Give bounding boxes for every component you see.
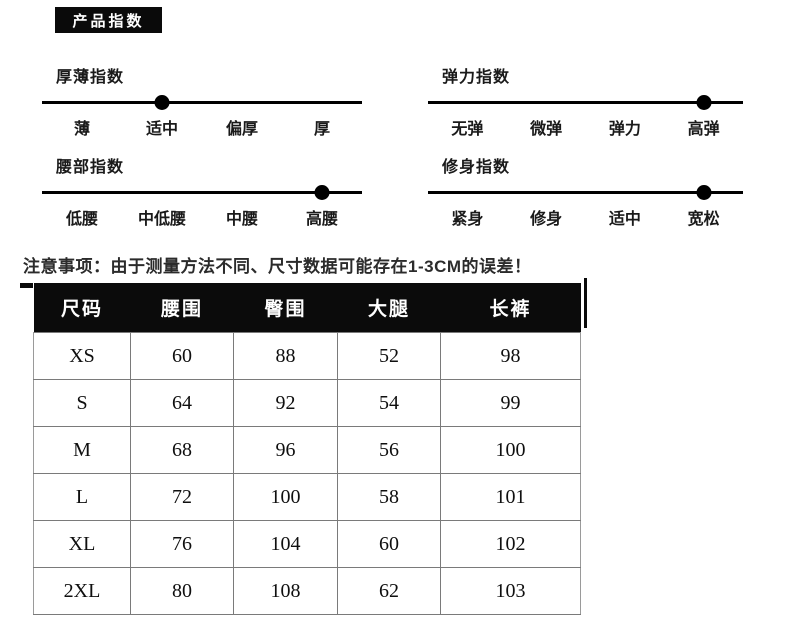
slider-labels: 低腰 中低腰 中腰 高腰 (42, 205, 362, 229)
measurement-cell: 52 (337, 332, 441, 380)
measurement-cell: 96 (233, 426, 338, 474)
table-row: M 68 96 56 100 (33, 426, 581, 474)
slider-label: 适中 (145, 121, 178, 138)
measurement-cell: 108 (233, 567, 338, 615)
table-header-cell: 大腿 (337, 283, 441, 333)
measurement-cell: 100 (440, 426, 581, 474)
slider-labels: 薄 适中 偏厚 厚 (42, 115, 362, 139)
table-row: S 64 92 54 99 (33, 379, 581, 427)
slider-dot (154, 95, 170, 110)
measurement-cell: 72 (130, 473, 234, 521)
table-row: XL 76 104 60 102 (33, 520, 581, 568)
stretch-slider: 弹力指数 无弹 微弹 弹力 高弹 (428, 68, 743, 139)
table-row: 2XL 80 108 62 103 (33, 567, 581, 615)
size-table-body: XS 60 88 52 98 S 64 92 54 99 M 68 96 56 100 L 72 100 58 101… (33, 332, 581, 615)
slider-label: 紧身 (451, 211, 484, 228)
table-row: L 72 100 58 101 (33, 473, 581, 521)
size-label-cell: XL (33, 520, 131, 568)
slider-title: 弹力指数 (442, 69, 511, 86)
slider-dot (696, 95, 712, 110)
measurement-cell: 80 (130, 567, 234, 615)
slider-line (42, 101, 362, 104)
slider-label: 中低腰 (137, 211, 186, 228)
measurement-cell: 64 (130, 379, 234, 427)
slider-labels: 紧身 修身 适中 宽松 (428, 205, 743, 229)
size-table-header: 尺码 腰围 臀围 大腿 长裤 (33, 283, 581, 333)
table-header-cell: 长裤 (440, 283, 581, 333)
size-label-cell: 2XL (33, 567, 131, 615)
slider-label: 宽松 (687, 211, 720, 228)
slider-dot (314, 185, 330, 200)
slider-label: 中腰 (225, 211, 258, 228)
slider-line (42, 191, 362, 194)
slider-label: 无弹 (451, 121, 484, 138)
measurement-cell: 62 (337, 567, 441, 615)
size-table: 尺码 腰围 臀围 大腿 长裤 XS 60 88 52 98 S 64 92 54 99 M 68 96 5… (33, 283, 581, 615)
measurement-cell: 58 (337, 473, 441, 521)
measurement-cell: 92 (233, 379, 338, 427)
slider-track (42, 185, 362, 200)
slider-track (42, 95, 362, 110)
slider-label: 高弹 (687, 121, 720, 138)
table-row: XS 60 88 52 98 (33, 332, 581, 380)
size-table-container: 尺码 腰围 臀围 大腿 长裤 XS 60 88 52 98 S 64 92 54 99 M 68 96 5… (20, 278, 587, 615)
measurement-cell: 60 (337, 520, 441, 568)
measurement-cell: 88 (233, 332, 338, 380)
measurement-cell: 56 (337, 426, 441, 474)
fit-slider: 修身指数 紧身 修身 适中 宽松 (428, 158, 743, 229)
slider-label: 偏厚 (225, 121, 258, 138)
waist-slider: 腰部指数 低腰 中低腰 中腰 高腰 (42, 158, 362, 229)
measurement-cell: 101 (440, 473, 581, 521)
measurement-cell: 54 (337, 379, 441, 427)
slider-dot (696, 185, 712, 200)
size-label-cell: XS (33, 332, 131, 380)
slider-line (428, 101, 743, 104)
table-header-cell: 尺码 (33, 283, 131, 333)
table-header-right-border (584, 278, 587, 328)
measurement-cell: 60 (130, 332, 234, 380)
slider-title: 腰部指数 (56, 159, 125, 176)
measurement-cell: 102 (440, 520, 581, 568)
slider-label: 高腰 (305, 211, 338, 228)
measurement-cell: 99 (440, 379, 581, 427)
slider-label: 适中 (608, 211, 641, 228)
table-header-cell: 臀围 (233, 283, 338, 333)
slider-label: 弹力 (608, 121, 641, 138)
product-index-badge: 产品指数 (55, 7, 162, 33)
size-label-cell: S (33, 379, 131, 427)
slider-labels: 无弹 微弹 弹力 高弹 (428, 115, 743, 139)
slider-track (428, 95, 743, 110)
measurement-cell: 68 (130, 426, 234, 474)
thickness-slider: 厚薄指数 薄 适中 偏厚 厚 (42, 68, 362, 139)
measurement-cell: 100 (233, 473, 338, 521)
table-header-row: 尺码 腰围 臀围 大腿 长裤 (33, 283, 581, 333)
slider-label: 低腰 (65, 211, 98, 228)
slider-line (428, 191, 743, 194)
table-top-border-protrusion (20, 283, 33, 288)
measurement-cell: 98 (440, 332, 581, 380)
size-label-cell: L (33, 473, 131, 521)
slider-title: 修身指数 (442, 159, 511, 176)
slider-title: 厚薄指数 (56, 69, 125, 86)
table-header-cell: 腰围 (130, 283, 234, 333)
slider-track (428, 185, 743, 200)
slider-label: 薄 (73, 121, 90, 138)
size-label-cell: M (33, 426, 131, 474)
slider-label: 厚 (313, 121, 330, 138)
measurement-cell: 104 (233, 520, 338, 568)
slider-label: 修身 (530, 211, 563, 228)
measurement-cell: 76 (130, 520, 234, 568)
measurement-cell: 103 (440, 567, 581, 615)
slider-label: 微弹 (530, 121, 563, 138)
notice-text: 注意事项：由于测量方法不同、尺寸数据可能存在1-3CM的误差！ (23, 257, 532, 276)
